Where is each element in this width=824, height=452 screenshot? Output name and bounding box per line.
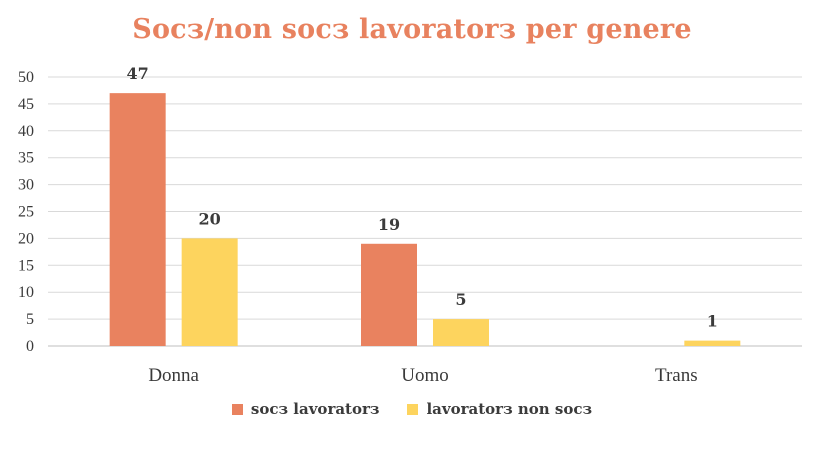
y-tick-label: 20 bbox=[18, 230, 34, 247]
bar-donna-series-2 bbox=[181, 238, 238, 346]
y-tick-label: 40 bbox=[18, 123, 34, 140]
data-label: 1 bbox=[707, 312, 718, 331]
data-label: 5 bbox=[455, 290, 466, 309]
y-tick-label: 50 bbox=[18, 69, 34, 86]
y-tick-label: 45 bbox=[18, 96, 34, 113]
x-category-label: Trans bbox=[655, 365, 698, 386]
y-tick-label: 10 bbox=[18, 284, 34, 301]
y-tick-label: 15 bbox=[18, 257, 34, 274]
bar-uomo-series-1 bbox=[361, 243, 417, 346]
legend-swatch-series-1 bbox=[231, 403, 243, 415]
bar-donna-series-1 bbox=[109, 93, 166, 346]
x-category-label: Uomo bbox=[401, 365, 449, 386]
y-tick-label: 25 bbox=[18, 204, 34, 221]
chart-legend: socз lavoratorз lavoratorз non socз bbox=[0, 400, 824, 418]
x-category-label: Donna bbox=[148, 365, 199, 386]
y-tick-label: 0 bbox=[26, 338, 34, 355]
legend-label-series-1: socз lavoratorз bbox=[250, 400, 380, 418]
y-tick-label: 35 bbox=[18, 150, 34, 167]
bar-uomo-series-2 bbox=[433, 319, 489, 346]
data-label: 20 bbox=[199, 209, 221, 228]
y-tick-label: 5 bbox=[26, 311, 34, 328]
legend-label-series-2: lavoratorз non socз bbox=[426, 400, 593, 418]
legend-item-series-2: lavoratorз non socз bbox=[407, 400, 592, 418]
chart-plot-area: 0 5 10 15 20 25 30 35 40 45 50 47 20 Donna 19 5 Uomo 1 Tra… bbox=[18, 64, 802, 386]
y-tick-label: 30 bbox=[18, 177, 34, 194]
data-label: 47 bbox=[127, 64, 149, 83]
legend-item-series-1: socз lavoratorз bbox=[231, 400, 380, 418]
data-label: 19 bbox=[378, 215, 400, 234]
chart-title: Socз/non socз lavoratorз per genere bbox=[132, 14, 692, 45]
legend-swatch-series-2 bbox=[407, 403, 419, 415]
bar-trans-series-2 bbox=[684, 340, 741, 346]
